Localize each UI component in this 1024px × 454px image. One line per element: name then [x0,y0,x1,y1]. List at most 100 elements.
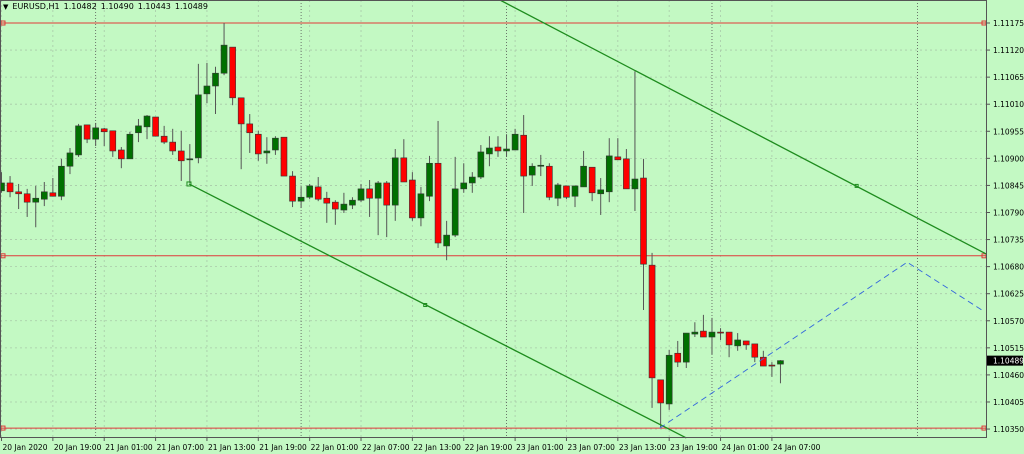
candle-bear [6,176,14,198]
time-tick-label: 20 Jan 2020 [3,443,48,452]
candle-bear [409,172,416,221]
price-tick-label: 1.10680 [993,263,1024,272]
trendlines[interactable] [186,0,987,439]
candle-body [614,156,622,161]
trendline-channel-lower[interactable] [188,183,687,439]
price-tick-label: 1.11175 [993,19,1024,28]
candle-body [6,182,14,193]
candle-bull [32,185,40,228]
candle-body [340,203,348,211]
time-axis[interactable]: 20 Jan 2020 20 Jan 19:00 21 Jan 01:00 21 Ja… [1,437,821,452]
horizontal-levels[interactable] [0,20,987,431]
time-tick-label: 24 Jan 01:00 [722,443,770,452]
candle-body [391,157,399,206]
time-tick-label: 21 Jan 19:00 [259,443,307,452]
candle-body [58,165,65,197]
candle-body [623,158,630,190]
candle-body [640,177,647,265]
price-tick-label: 1.10845 [993,181,1024,190]
candle-bull [511,128,519,151]
price-tick-label: 1.11065 [993,73,1024,82]
ohlc-open: 1.10482 [63,2,97,11]
candle-bull [272,136,279,155]
candle-bull [665,349,673,410]
time-tick-label: 22 Jan 19:00 [465,443,513,452]
candle-body [494,146,502,152]
candle-bear [109,130,117,157]
current-price-label: 1.10489 [993,357,1024,366]
candle-bull [263,137,271,164]
candle-bull [186,144,194,183]
candle-bull [349,197,356,210]
trendline-channel-upper[interactable] [499,0,987,255]
candle-body [40,191,48,200]
candle-body [751,343,759,358]
candle-bull [391,148,399,221]
price-tick-label: 1.10900 [993,154,1024,163]
time-tick-label: 23 Jan 01:00 [516,443,564,452]
candle-body [597,189,605,195]
price-tick-label: 1.10515 [993,344,1024,353]
candle-body [169,141,176,152]
candle-bull [777,360,784,384]
candle-bull [468,172,476,193]
candle-bull [734,333,741,351]
candle-bull [195,63,202,164]
candle-body [323,197,331,204]
candle-body [571,185,579,197]
candle-bear [49,178,57,197]
price-axis[interactable]: 1.11175 1.11120 1.11065 1.11010 1.10955 1.109… [986,19,1024,434]
time-tick-label: 20 Jan 19:00 [54,443,102,452]
candle-bull [135,118,142,143]
candle-body [374,182,382,199]
candle-bull [374,180,382,236]
candle-body [460,182,468,190]
candle-body [443,234,450,247]
candle-body [742,340,750,346]
candle-bull [220,23,228,76]
candle-body [563,185,570,198]
candle-body [246,123,254,134]
candle-bear [255,130,262,161]
candle-bull [92,122,99,147]
candle-bull [126,131,134,160]
candle-body [520,134,527,177]
candle-body [708,331,716,338]
candle-body [417,193,425,219]
candle-body [212,72,219,87]
candle-body [537,164,545,167]
candle-bear [15,183,22,210]
candle-body [220,44,228,74]
candle-bear [289,171,296,208]
candle-bear [546,163,553,201]
candle-body [314,186,322,200]
candle-body [700,330,707,338]
candle-bear [614,138,622,161]
dropdown-triangle-icon[interactable]: ▼ [3,2,9,11]
projection-path[interactable] [659,261,984,429]
candle-bull [503,134,510,157]
candle-body [15,191,22,195]
candle-body [332,201,339,210]
candle-body [109,130,117,152]
candle-bear [674,340,682,368]
candle-bear [400,139,408,183]
candle-body [648,264,656,379]
time-tick-label: 22 Jan 07:00 [362,443,410,452]
candle-bear [725,331,733,358]
trendline-handle[interactable] [854,183,859,188]
current-price-box [987,355,1023,366]
price-tick-label: 1.11120 [993,46,1024,55]
price-tick-label: 1.10955 [993,127,1024,136]
candle-bear [563,185,570,200]
trendline-handle[interactable] [423,303,428,308]
candle-bear [751,343,759,363]
candle-bear [23,188,31,217]
trendline-handle[interactable] [186,181,192,187]
price-tick-label: 1.10405 [993,398,1024,407]
candle-body [32,197,40,203]
candle-bull [682,332,690,369]
candle-body [237,97,245,125]
candle-body [126,133,134,160]
